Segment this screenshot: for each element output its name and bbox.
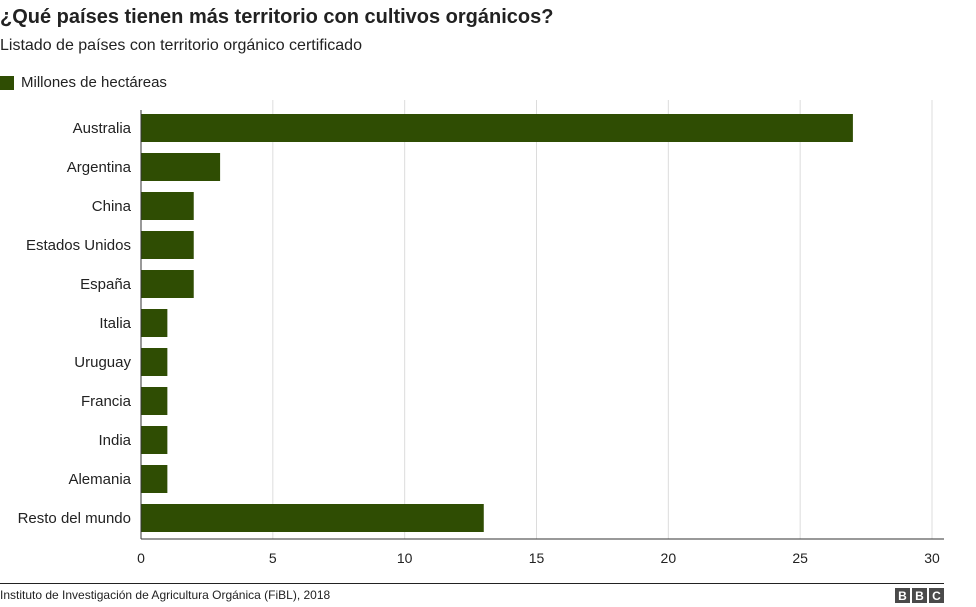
bar bbox=[141, 114, 853, 142]
category-label: Resto del mundo bbox=[18, 510, 131, 527]
x-tick-label: 0 bbox=[137, 550, 145, 566]
x-tick-label: 20 bbox=[661, 550, 677, 566]
category-label: Uruguay bbox=[74, 354, 131, 371]
chart-legend: Millones de hectáreas bbox=[0, 74, 167, 91]
x-tick-label: 25 bbox=[792, 550, 808, 566]
x-tick-label: 15 bbox=[529, 550, 545, 566]
bbc-logo: B B C bbox=[895, 588, 944, 603]
bar bbox=[141, 426, 168, 454]
chart-subtitle: Listado de países con territorio orgánic… bbox=[0, 37, 362, 54]
source-note: Instituto de Investigación de Agricultur… bbox=[0, 588, 331, 602]
footer-divider bbox=[0, 583, 944, 584]
bar bbox=[141, 192, 194, 220]
category-label: India bbox=[98, 432, 131, 449]
bar bbox=[141, 309, 168, 337]
bar bbox=[141, 153, 221, 181]
x-tick-label: 5 bbox=[269, 550, 277, 566]
category-label: España bbox=[80, 276, 132, 293]
x-tick-label: 10 bbox=[397, 550, 413, 566]
bar bbox=[141, 504, 484, 532]
bar bbox=[141, 270, 194, 298]
logo-letter: C bbox=[929, 588, 944, 603]
legend-label: Millones de hectáreas bbox=[21, 74, 167, 91]
bar bbox=[141, 231, 194, 259]
bar bbox=[141, 465, 168, 493]
logo-letter: B bbox=[895, 588, 910, 603]
bar-chart: 0 5 10 15 20 25 30 Australia Argentina China Estad… bbox=[18, 100, 944, 566]
category-label: Argentina bbox=[67, 159, 132, 176]
x-tick-label: 30 bbox=[924, 550, 940, 566]
category-label: Italia bbox=[99, 315, 131, 332]
category-label: Australia bbox=[73, 120, 132, 137]
bar bbox=[141, 348, 168, 376]
logo-letter: B bbox=[912, 588, 927, 603]
category-label: Alemania bbox=[68, 471, 131, 488]
chart-title: ¿Qué países tienen más territorio con cu… bbox=[0, 6, 554, 28]
legend-swatch bbox=[0, 75, 14, 90]
category-label: Francia bbox=[81, 393, 132, 410]
bar bbox=[141, 387, 168, 415]
category-label: Estados Unidos bbox=[26, 237, 131, 254]
category-label: China bbox=[92, 198, 132, 215]
